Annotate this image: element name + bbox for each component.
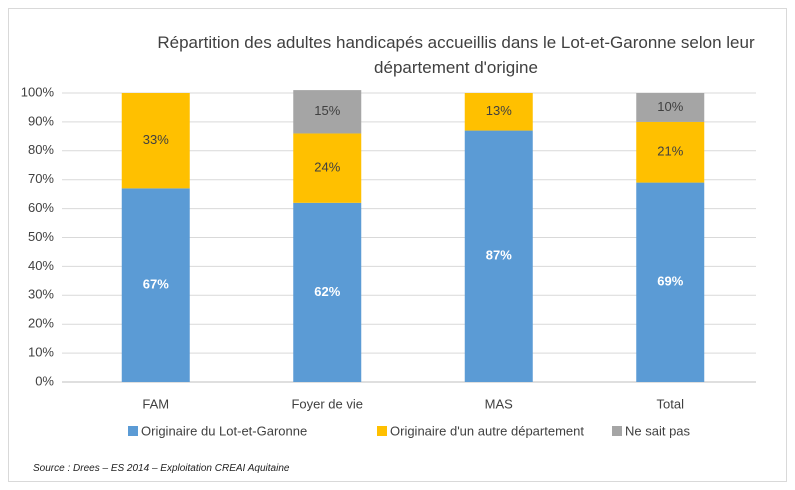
- y-tick-label: 0%: [35, 373, 54, 388]
- x-tick-label: Total: [657, 396, 685, 411]
- legend-swatch: [377, 426, 387, 436]
- bar-segment: [293, 90, 362, 134]
- bar-segment: [293, 202, 362, 382]
- y-tick-label: 90%: [28, 113, 54, 128]
- value-label: 10%: [657, 99, 683, 114]
- y-tick-label: 40%: [28, 258, 54, 273]
- value-label: 67%: [143, 277, 169, 292]
- y-tick-label: 20%: [28, 316, 54, 331]
- value-label: 13%: [486, 103, 512, 118]
- bar-segment: [293, 133, 362, 203]
- value-label: 24%: [314, 160, 340, 175]
- x-tick-label: FAM: [142, 396, 169, 411]
- y-tick-label: 10%: [28, 345, 54, 360]
- bar-segment: [121, 188, 190, 382]
- value-label: 87%: [486, 248, 512, 263]
- y-tick-label: 70%: [28, 171, 54, 186]
- legend-label: Originaire d'un autre département: [390, 423, 584, 438]
- legend-swatch: [128, 426, 138, 436]
- bar-segment: [121, 93, 190, 189]
- x-tick-label: MAS: [485, 396, 514, 411]
- value-label: 21%: [657, 144, 683, 159]
- y-tick-label: 30%: [28, 287, 54, 302]
- bar-segment: [636, 93, 705, 122]
- y-tick-label: 60%: [28, 200, 54, 215]
- value-label: 69%: [657, 274, 683, 289]
- chart-title: Répartition des adultes handicapés accue…: [157, 33, 755, 77]
- legend-swatch: [612, 426, 622, 436]
- x-tick-label: Foyer de vie: [291, 396, 363, 411]
- bar-segment: [464, 130, 533, 382]
- bar-segment: [636, 121, 705, 183]
- bar-segment: [464, 93, 533, 131]
- value-label: 33%: [143, 132, 169, 147]
- source-note: Source : Drees – ES 2014 – Exploitation …: [33, 463, 290, 474]
- y-tick-label: 50%: [28, 229, 54, 244]
- bar-segment: [636, 182, 705, 382]
- legend-label: Ne sait pas: [625, 423, 691, 438]
- frame: [8, 8, 787, 482]
- value-label: 62%: [314, 284, 340, 299]
- value-label: 15%: [314, 103, 340, 118]
- y-tick-label: 80%: [28, 142, 54, 157]
- y-tick-label: 100%: [21, 84, 55, 99]
- legend-label: Originaire du Lot-et-Garonne: [141, 423, 307, 438]
